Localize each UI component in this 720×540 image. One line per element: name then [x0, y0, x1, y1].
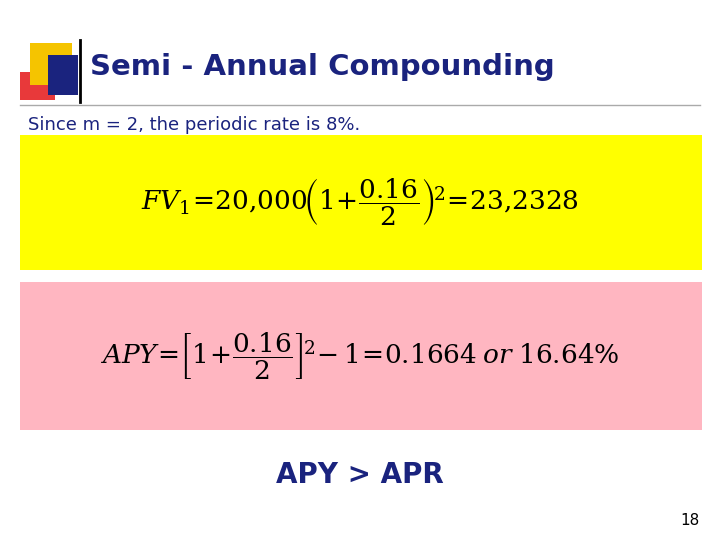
Text: Semi - Annual Compounding: Semi - Annual Compounding: [90, 53, 554, 81]
Bar: [20, 135, 702, 270]
Bar: [48, 55, 78, 95]
Text: 18: 18: [680, 513, 700, 528]
Bar: [20, 72, 55, 100]
Text: APY > APR: APY > APR: [276, 461, 444, 489]
Text: $APY\!=\!\left[1\!+\!\dfrac{0.16}{2}\right]^{\!2}\!-1\!=\!0.1664\;or\;16.64\%$: $APY\!=\!\left[1\!+\!\dfrac{0.16}{2}\rig…: [100, 330, 620, 382]
Text: $FV_1\!=\!20{,}000\!\left(1\!+\!\dfrac{0.16}{2}\right)^{\!2}\!=\!23{,}2328$: $FV_1\!=\!20{,}000\!\left(1\!+\!\dfrac{0…: [141, 177, 579, 228]
Text: Since m = 2, the periodic rate is 8%.: Since m = 2, the periodic rate is 8%.: [28, 116, 360, 134]
Bar: [20, 282, 702, 430]
Bar: [30, 43, 72, 85]
